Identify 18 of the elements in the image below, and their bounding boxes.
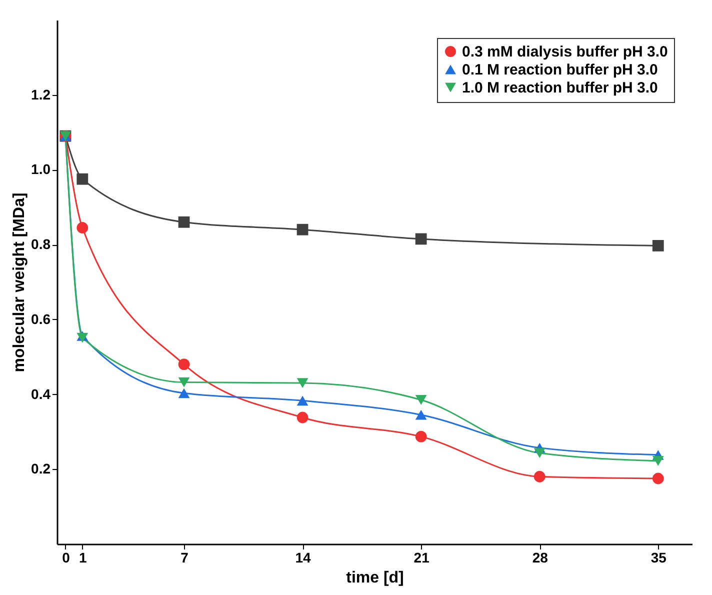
x-tick-label: 1	[79, 550, 87, 566]
y-tick-label: 1.0	[31, 161, 51, 178]
y-tick-label: 1.2	[31, 86, 51, 102]
x-tick-label: 14	[295, 550, 312, 566]
y-tick-label: 0.4	[31, 386, 51, 402]
x-tick-label: 0	[62, 550, 70, 566]
y-tick-label: 0.8	[31, 236, 51, 252]
x-tick-label: 28	[532, 550, 548, 566]
y-axis-title: molecular weight [MDa]	[11, 192, 28, 372]
legend-label: 0.3 mM dialysis buffer pH 3.0	[462, 44, 668, 60]
y-tick-label: 0.2	[31, 460, 51, 477]
x-tick-label: 21	[414, 550, 430, 566]
x-tick-label: 35	[650, 550, 667, 566]
x-axis-title: time [d]	[346, 570, 404, 586]
y-tick-label: 0.6	[31, 310, 51, 327]
legend-label: 0.1 M reaction buffer pH 3.0	[462, 62, 658, 78]
x-tick-label: 7	[180, 550, 189, 566]
legend-label: 1.0 M reaction buffer pH 3.0	[462, 80, 658, 96]
